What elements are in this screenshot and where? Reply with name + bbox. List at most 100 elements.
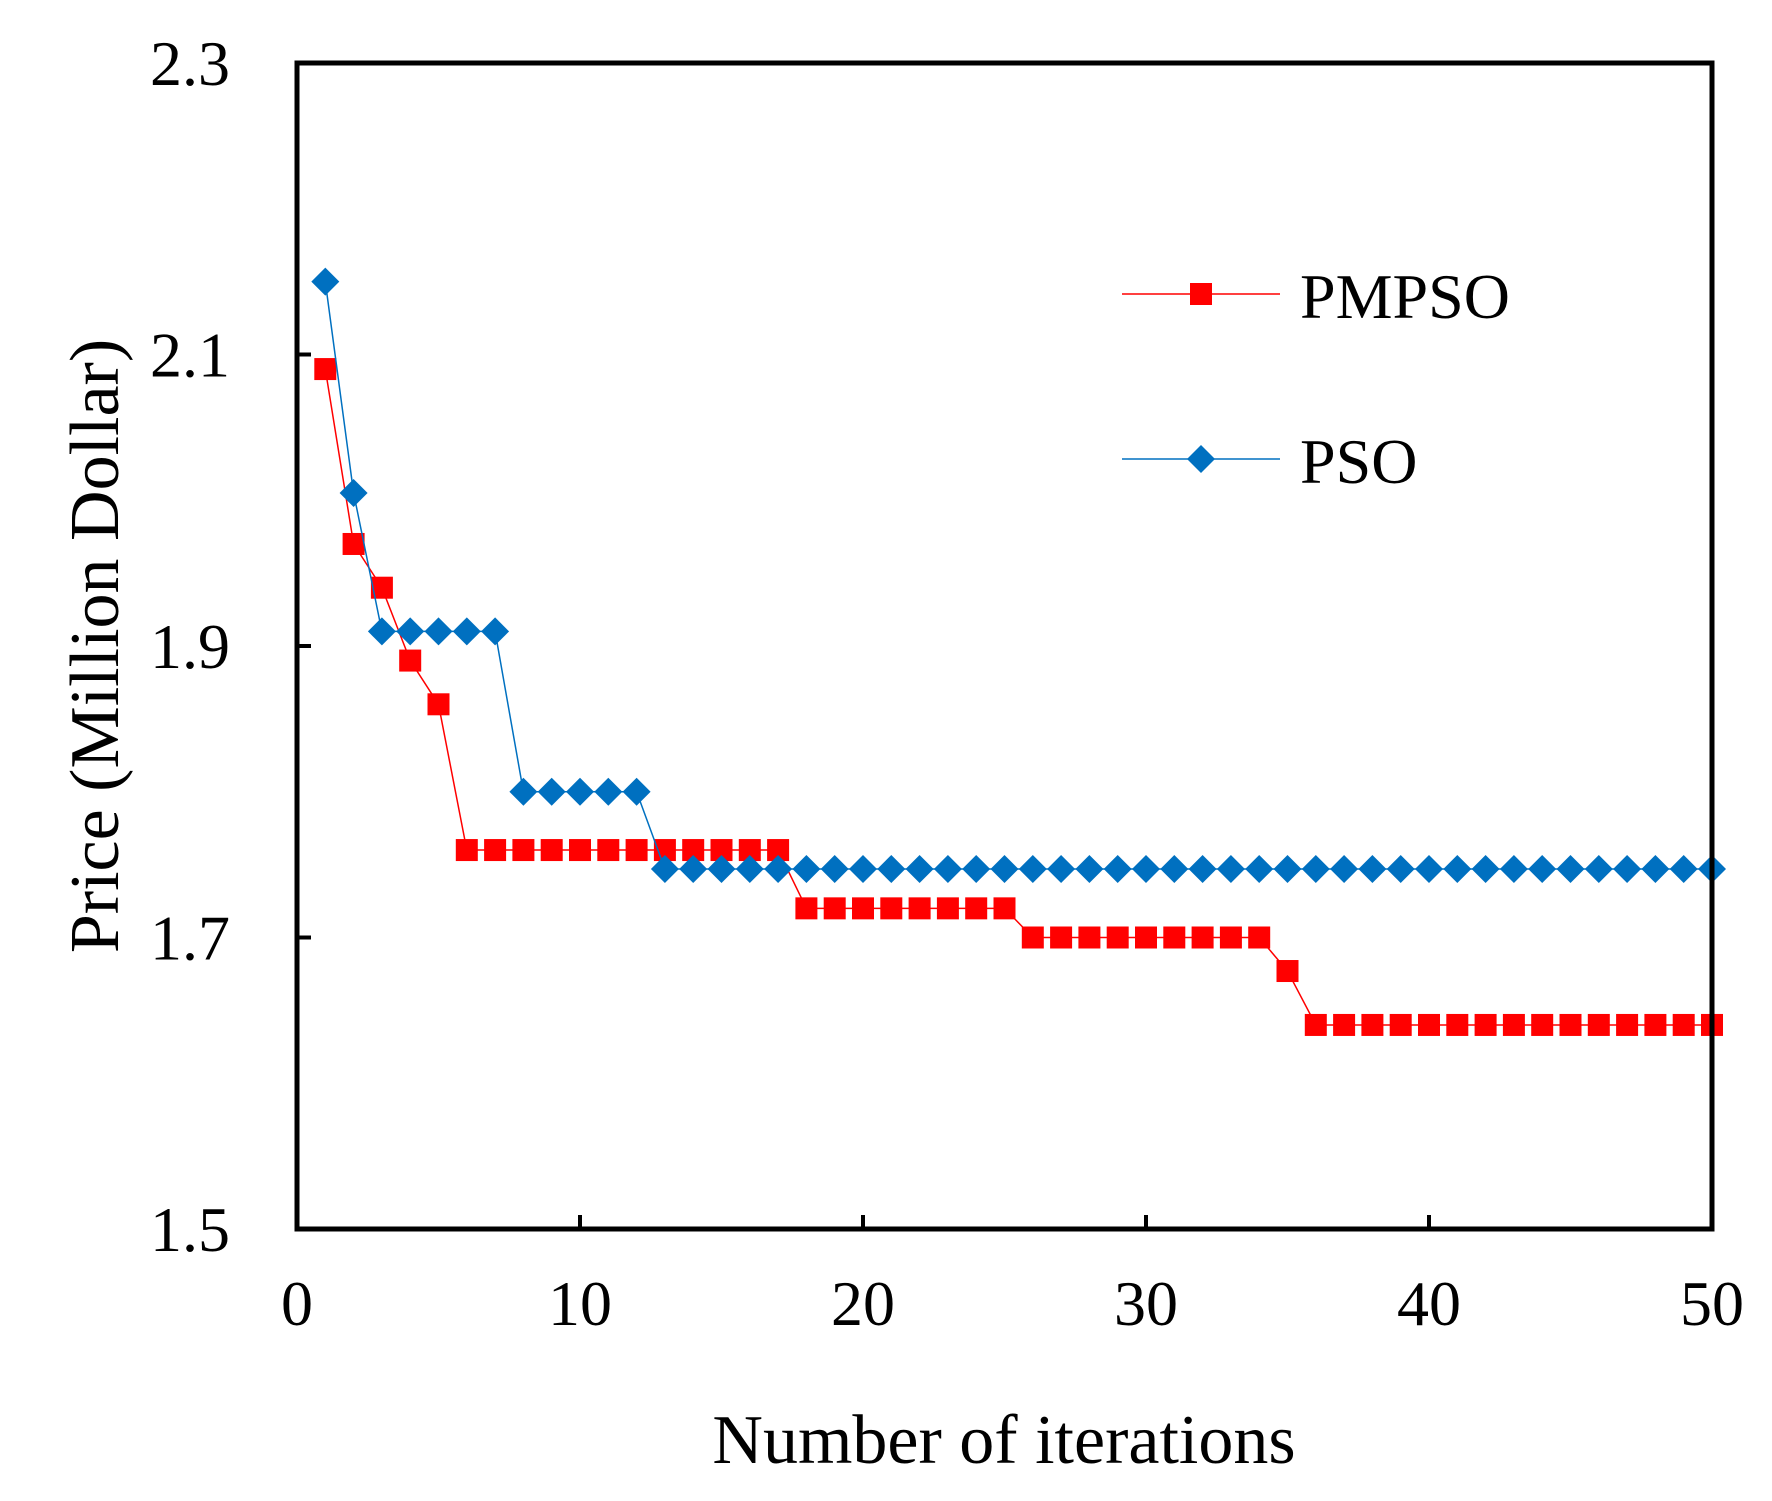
data-point-pso [877, 854, 906, 883]
data-point-pso [1132, 854, 1160, 883]
data-point-pso [849, 854, 877, 883]
data-point-pmpso [852, 897, 874, 920]
data-point-pmpso [1644, 1013, 1667, 1036]
data-point-pso [1330, 854, 1359, 883]
data-point-pmpso [908, 897, 931, 920]
data-point-pso [1499, 854, 1528, 883]
data-point-pso [933, 854, 962, 883]
data-point-pmpso [1333, 1013, 1356, 1036]
data-point-pmpso [1559, 1013, 1582, 1036]
data-point-pmpso [314, 358, 337, 381]
x-tick-label: 0 [281, 1268, 313, 1339]
y-tick-label: 2.3 [150, 28, 230, 99]
series-pso [311, 267, 1726, 883]
legend-item-pso: PSO [1122, 426, 1417, 497]
series-line-pso [324, 281, 1712, 870]
x-tick-label: 30 [1114, 1268, 1178, 1339]
data-point-pso [1556, 854, 1585, 883]
data-point-pso [707, 854, 736, 883]
data-point-pso [1471, 854, 1500, 883]
x-tick-label: 20 [831, 1268, 895, 1339]
y-tick-label: 2.1 [150, 320, 230, 391]
data-point-pmpso [965, 897, 988, 920]
data-point-pmpso [1616, 1013, 1639, 1036]
y-axis-title: Price (Million Dollar) [57, 339, 134, 953]
data-point-pmpso [710, 839, 733, 862]
data-point-pmpso [484, 839, 507, 862]
data-point-pmpso [1587, 1013, 1610, 1036]
data-point-pmpso [342, 532, 365, 555]
legend-swatch-marker [1187, 445, 1215, 473]
data-point-pmpso [1191, 926, 1214, 949]
data-point-pmpso [1078, 926, 1101, 949]
data-point-pmpso [370, 576, 393, 599]
data-point-pso [1273, 854, 1302, 883]
data-point-pso [1669, 854, 1698, 883]
data-point-pso [452, 617, 481, 646]
data-point-pso [367, 617, 396, 646]
legend-label: PMPSO [1300, 261, 1510, 332]
data-point-pmpso [936, 897, 959, 920]
y-tick-label: 1.5 [150, 1194, 230, 1265]
data-point-pmpso [625, 839, 648, 862]
data-point-pso [1103, 854, 1132, 883]
y-tick-label: 1.7 [150, 903, 230, 974]
data-point-pmpso [1050, 926, 1073, 949]
data-point-pmpso [1474, 1013, 1497, 1036]
data-point-pmpso [569, 839, 591, 862]
data-point-pso [1613, 854, 1642, 883]
data-point-pmpso [399, 649, 422, 672]
data-point-pso [1018, 854, 1047, 883]
data-point-pmpso [1248, 926, 1271, 949]
x-tick-label: 50 [1680, 1268, 1744, 1339]
axis-layer: 0 10 20 30 40 50 1.5 1.7 1.9 2.1 2.3 [150, 28, 1744, 1339]
data-point-pso [1216, 854, 1245, 883]
data-point-pmpso [1446, 1013, 1469, 1036]
data-point-pso [1301, 854, 1330, 883]
data-point-pmpso [1106, 926, 1129, 949]
data-point-pso [820, 854, 849, 883]
y-tick-label: 1.9 [150, 611, 230, 682]
data-point-pso [1528, 854, 1557, 883]
legend-label: PSO [1300, 426, 1417, 497]
data-point-pso [1075, 854, 1104, 883]
legend-swatch-marker [1190, 283, 1212, 305]
data-point-pmpso [738, 839, 761, 862]
x-tick-label: 10 [548, 1268, 612, 1339]
data-point-pso [1160, 854, 1189, 883]
data-point-pso [764, 854, 793, 883]
data-point-pmpso [1304, 1013, 1327, 1036]
data-point-pso [1386, 854, 1415, 883]
legend-item-pmpso: PMPSO [1122, 261, 1510, 332]
data-point-pso [792, 854, 821, 883]
data-point-pso [1245, 854, 1274, 883]
x-axis-title: Number of iterations [712, 1402, 1295, 1479]
legend: PMPSO PSO [1122, 261, 1510, 497]
data-point-pso [990, 854, 1019, 883]
data-point-pmpso [795, 897, 818, 920]
data-point-pmpso [993, 897, 1016, 920]
data-point-pso [650, 854, 679, 883]
data-point-pso [509, 777, 538, 806]
data-point-pmpso [1361, 1013, 1384, 1036]
series-pmpso [314, 358, 1723, 1036]
data-point-pmpso [682, 839, 705, 862]
data-point-pmpso [880, 897, 903, 920]
data-point-pso [1188, 854, 1217, 883]
data-point-pmpso [1135, 926, 1157, 949]
data-point-pmpso [540, 839, 563, 862]
data-point-pmpso [823, 897, 846, 920]
data-point-pmpso [1163, 926, 1186, 949]
data-point-pso [1358, 854, 1387, 883]
data-point-pmpso [597, 839, 620, 862]
data-point-pmpso [1021, 926, 1044, 949]
data-point-pso [311, 267, 340, 296]
data-point-pso [679, 854, 708, 883]
data-point-pso [594, 777, 623, 806]
data-point-pso [566, 777, 594, 806]
data-point-pmpso [512, 839, 535, 862]
data-point-pmpso [1219, 926, 1242, 949]
plot-area-frame [294, 60, 1715, 1232]
